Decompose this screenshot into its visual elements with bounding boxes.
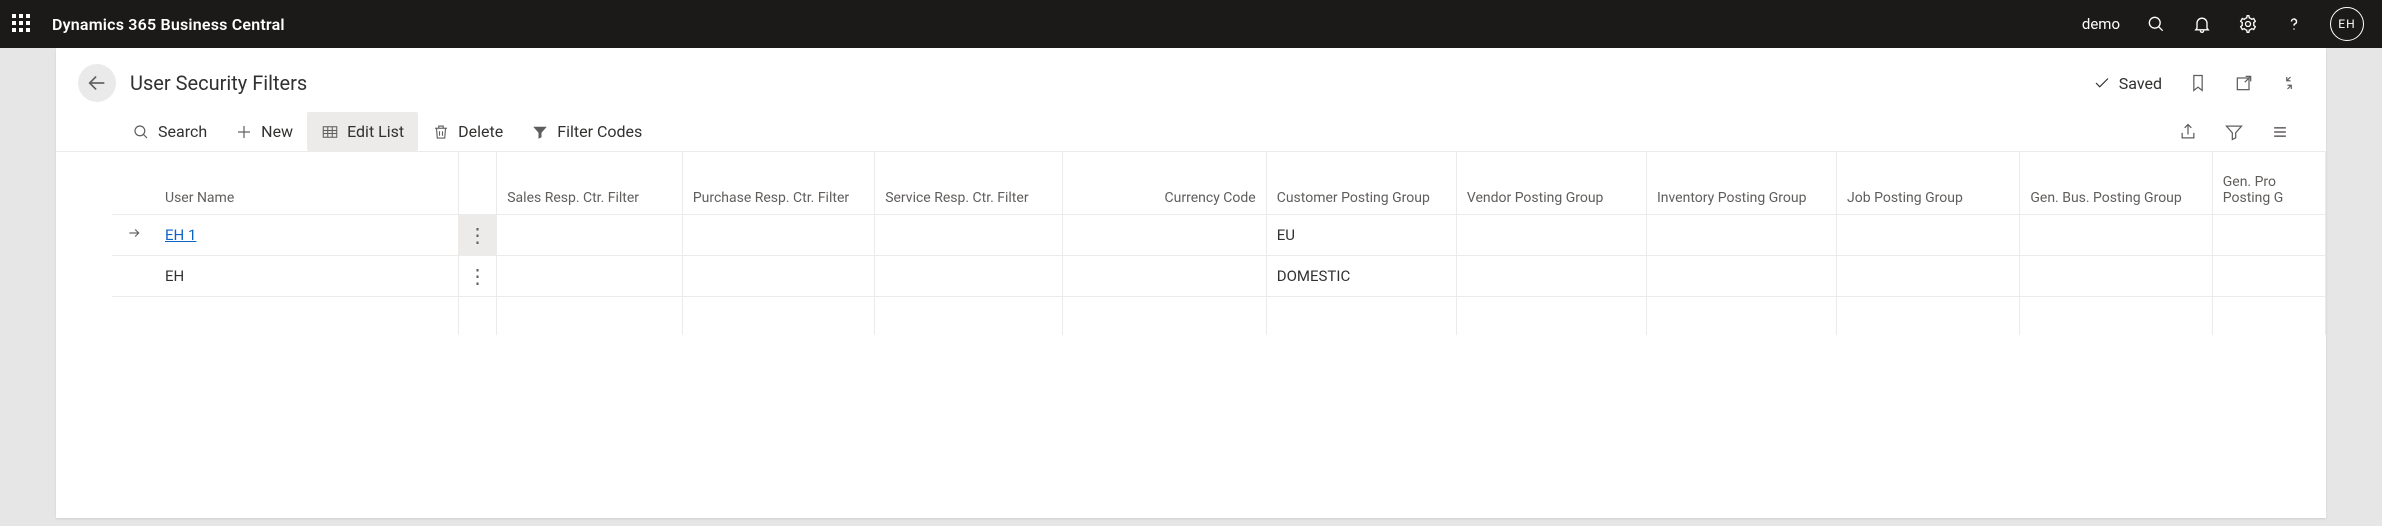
empty-cell[interactable] [1266, 297, 1456, 336]
col-row-indicator [112, 152, 155, 215]
user-name-value: EH [165, 267, 184, 285]
edit-list-command[interactable]: Edit List [307, 112, 418, 151]
data-table: User Name Sales Resp. Ctr. Filter Purcha… [112, 152, 2326, 335]
row-actions[interactable]: ⋮ [458, 256, 496, 297]
col-vendor-pg[interactable]: Vendor Posting Group [1456, 152, 1646, 215]
delete-label: Delete [458, 122, 503, 141]
search-label: Search [158, 122, 207, 141]
empty-cell[interactable] [2020, 297, 2212, 336]
saved-label: Saved [2119, 74, 2162, 93]
search-icon[interactable] [2146, 14, 2166, 34]
popout-icon[interactable] [2234, 73, 2254, 93]
empty-cell[interactable] [875, 297, 1063, 336]
environment-name[interactable]: demo [2082, 15, 2120, 33]
app-title: Dynamics 365 Business Central [52, 15, 285, 34]
page-title: User Security Filters [130, 71, 307, 95]
cell-service-resp[interactable] [875, 215, 1063, 256]
empty-cell[interactable] [1063, 297, 1267, 336]
filter-codes-command[interactable]: Filter Codes [517, 112, 656, 151]
cell-purchase-resp[interactable] [682, 256, 874, 297]
empty-row[interactable] [112, 297, 2326, 336]
table-row[interactable]: EH 1 ⋮ EU [112, 215, 2326, 256]
bookmark-icon[interactable] [2188, 73, 2208, 93]
cell-sales-resp[interactable] [497, 256, 683, 297]
grid: User Name Sales Resp. Ctr. Filter Purcha… [56, 152, 2326, 518]
col-sales-resp[interactable]: Sales Resp. Ctr. Filter [497, 152, 683, 215]
back-button[interactable] [78, 64, 116, 102]
cell-inventory-pg[interactable] [1646, 256, 1836, 297]
user-name-value[interactable]: EH 1 [165, 226, 196, 244]
cell-user-name[interactable]: EH [155, 256, 458, 297]
cell-gen-bus-pg[interactable] [2020, 256, 2212, 297]
cell-customer-pg[interactable]: DOMESTIC [1266, 256, 1456, 297]
filter-icon[interactable] [2224, 122, 2244, 142]
col-purchase-resp[interactable]: Purchase Resp. Ctr. Filter [682, 152, 874, 215]
cell-inventory-pg[interactable] [1646, 215, 1836, 256]
col-customer-pg[interactable]: Customer Posting Group [1266, 152, 1456, 215]
delete-command[interactable]: Delete [418, 112, 517, 151]
page-title-right: Saved [2093, 73, 2298, 93]
cell-job-pg[interactable] [1837, 215, 2020, 256]
empty-cell[interactable] [1456, 297, 1646, 336]
col-user-name[interactable]: User Name [155, 152, 458, 215]
empty-cell[interactable] [682, 297, 874, 336]
collapse-icon[interactable] [2280, 74, 2298, 92]
col-currency-code[interactable]: Currency Code [1063, 152, 1267, 215]
new-command[interactable]: New [221, 112, 307, 151]
row-indicator[interactable] [112, 256, 155, 297]
empty-cell[interactable] [2212, 297, 2325, 336]
col-gen-prod-pg[interactable]: Gen. ProdPosting G [2212, 152, 2325, 215]
app-launcher-icon[interactable] [12, 14, 32, 34]
cell-user-name[interactable]: EH 1 [155, 215, 458, 256]
col-job-pg[interactable]: Job Posting Group [1837, 152, 2020, 215]
cell-service-resp[interactable] [875, 256, 1063, 297]
filter-codes-label: Filter Codes [557, 122, 642, 141]
row-indicator[interactable] [112, 215, 155, 256]
col-inventory-pg[interactable]: Inventory Posting Group [1646, 152, 1836, 215]
col-gen-bus-pg[interactable]: Gen. Bus. Posting Group [2020, 152, 2212, 215]
cell-sales-resp[interactable] [497, 215, 683, 256]
empty-cell[interactable] [155, 297, 458, 336]
header-row: User Name Sales Resp. Ctr. Filter Purcha… [112, 152, 2326, 215]
page-titlebar: User Security Filters Saved [56, 48, 2326, 112]
cell-purchase-resp[interactable] [682, 215, 874, 256]
cell-currency-code[interactable] [1063, 256, 1267, 297]
cell-customer-pg[interactable]: EU [1266, 215, 1456, 256]
saved-indicator: Saved [2093, 74, 2162, 93]
table-row[interactable]: EH ⋮ DOMESTIC [112, 256, 2326, 297]
new-label: New [261, 122, 293, 141]
command-bar: Search New Edit List Delete Filter Codes [56, 112, 2326, 152]
row-actions[interactable]: ⋮ [458, 215, 496, 256]
empty-cell[interactable] [1837, 297, 2020, 336]
app-topbar: Dynamics 365 Business Central demo EH [0, 0, 2382, 48]
cell-gen-bus-pg[interactable] [2020, 215, 2212, 256]
cell-vendor-pg[interactable] [1456, 215, 1646, 256]
list-view-icon[interactable] [2270, 122, 2290, 142]
search-command[interactable]: Search [118, 112, 221, 151]
command-bar-right [2178, 122, 2298, 142]
user-avatar[interactable]: EH [2330, 7, 2364, 41]
cell-currency-code[interactable] [1063, 215, 1267, 256]
settings-icon[interactable] [2238, 14, 2258, 34]
empty-cell[interactable] [497, 297, 683, 336]
topbar-right: demo EH [2082, 7, 2364, 41]
col-service-resp[interactable]: Service Resp. Ctr. Filter [875, 152, 1063, 215]
share-icon[interactable] [2178, 122, 2198, 142]
notifications-icon[interactable] [2192, 14, 2212, 34]
cell-gen-prod-pg[interactable] [2212, 215, 2325, 256]
cell-vendor-pg[interactable] [1456, 256, 1646, 297]
page-surface: User Security Filters Saved Search New [56, 48, 2326, 518]
empty-cell[interactable] [112, 297, 155, 336]
col-row-actions [458, 152, 496, 215]
empty-cell[interactable] [458, 297, 496, 336]
help-icon[interactable] [2284, 14, 2304, 34]
edit-list-label: Edit List [347, 122, 404, 141]
cell-gen-prod-pg[interactable] [2212, 256, 2325, 297]
empty-cell[interactable] [1646, 297, 1836, 336]
cell-job-pg[interactable] [1837, 256, 2020, 297]
